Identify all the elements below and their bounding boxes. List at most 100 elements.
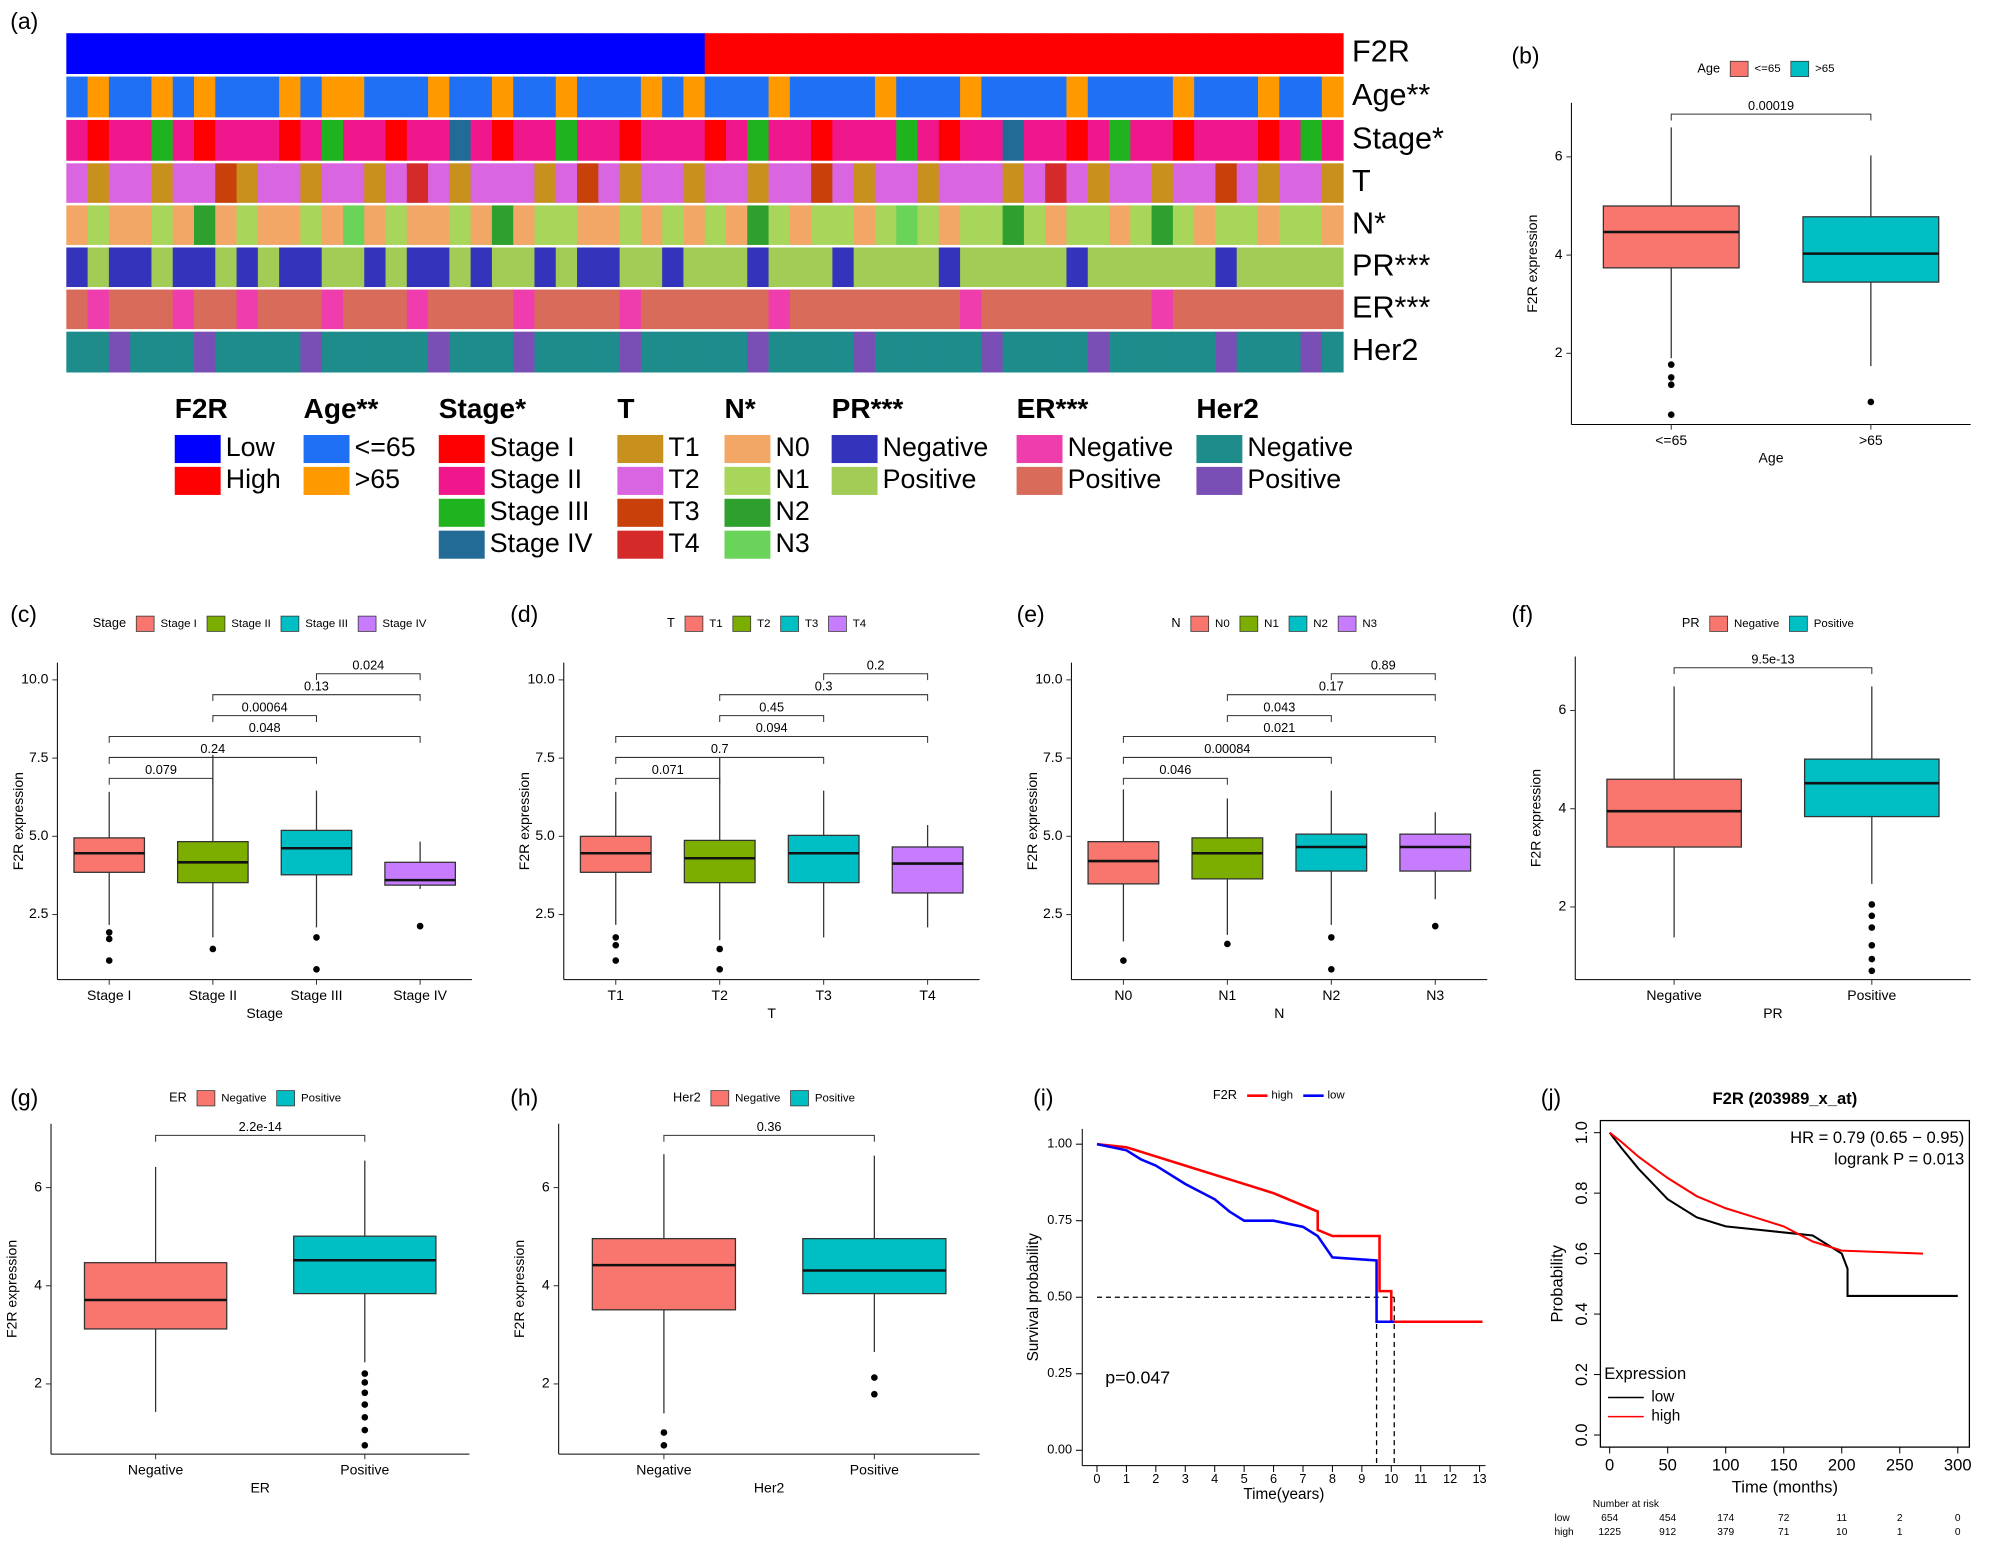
- heatmap-cell: [683, 247, 706, 288]
- heatmap-cell: [1109, 163, 1131, 203]
- legend-swatch: [438, 466, 485, 495]
- heatmap-cell: [917, 205, 940, 245]
- legend-label: Positive: [301, 1092, 341, 1104]
- heatmap-cell: [1321, 76, 1344, 118]
- outlier: [1431, 922, 1439, 930]
- heatmap-cell: [960, 119, 982, 161]
- y-tick-label: 6: [542, 1178, 550, 1194]
- legend-swatch: [135, 615, 155, 632]
- heatmap-cell: [853, 289, 876, 330]
- heatmap-cell: [577, 289, 599, 330]
- y-axis-title: Probability: [1548, 1244, 1567, 1322]
- legend-swatch: [1709, 615, 1729, 632]
- heatmap-cell: [406, 247, 429, 288]
- x-tick-label: Negative: [1646, 987, 1702, 1003]
- legend-title: PR: [1682, 615, 1700, 630]
- heatmap-cell: [1194, 33, 1216, 75]
- legend-title: F2R: [1213, 1087, 1237, 1102]
- heatmap-cell: [725, 205, 748, 245]
- y-tick-label: 4: [542, 1276, 550, 1292]
- outlier: [1667, 411, 1675, 419]
- heatmap-cell: [619, 247, 642, 288]
- heatmap-cell: [555, 33, 578, 75]
- legend-swatch: [1190, 615, 1210, 632]
- y-tick-label: 0.00: [1047, 1442, 1072, 1457]
- heatmap-cell: [534, 76, 557, 118]
- heatmap-cell: [300, 247, 323, 288]
- heatmap-cell: [683, 331, 706, 373]
- p-value: 0.36: [757, 1119, 782, 1134]
- p-value: 0.00064: [242, 699, 288, 714]
- heatmap-cell: [683, 205, 706, 245]
- legend-label: T4: [853, 618, 867, 630]
- outlier: [612, 934, 620, 941]
- heatmap-cell: [960, 205, 982, 245]
- heatmap-cell: [194, 163, 216, 203]
- heatmap-cell: [662, 205, 684, 245]
- heatmap-cell: [385, 163, 408, 203]
- y-tick-label: 5.0: [1043, 827, 1063, 843]
- heatmap-cell: [321, 205, 344, 245]
- risk-value: 72: [1778, 1513, 1790, 1524]
- x-axis-title: N: [1274, 1005, 1284, 1021]
- heatmap-cell: [1257, 247, 1280, 288]
- heatmap-cell: [66, 289, 89, 330]
- legend-label: Negative: [1068, 432, 1174, 462]
- heatmap-cell: [619, 76, 642, 118]
- outlier: [1867, 398, 1875, 406]
- comparison-bracket: [1226, 715, 1332, 722]
- x-tick-label: T1: [608, 987, 625, 1003]
- legend-title: Expression: [1604, 1364, 1686, 1383]
- heatmap-cell: [1172, 331, 1195, 373]
- legend-label: Stage III: [490, 496, 590, 526]
- heatmap-cell: [470, 163, 493, 203]
- heatmap-cell: [1130, 247, 1153, 288]
- y-tick-label: 5.0: [535, 827, 555, 843]
- y-tick-label: 2: [1555, 344, 1563, 360]
- heatmap-cell: [725, 247, 748, 288]
- legend-label: Negative: [883, 432, 989, 462]
- heatmap-cell: [811, 163, 833, 203]
- legend-swatch: [790, 1090, 809, 1107]
- heatmap-cell: [853, 331, 876, 373]
- heatmap-cell: [789, 76, 812, 118]
- heatmap-cell: [66, 163, 89, 203]
- heatmap-cell: [1023, 331, 1046, 373]
- heatmap-cell: [1130, 289, 1153, 330]
- heatmap-cell: [1045, 247, 1067, 288]
- heatmap-cell: [832, 163, 855, 203]
- heatmap-cell: [896, 205, 919, 245]
- heatmap-cell: [385, 119, 408, 161]
- x-tick-label: 1: [1123, 1471, 1130, 1486]
- heatmap-cell: [768, 247, 791, 288]
- p-value: 0.45: [759, 699, 784, 714]
- heatmap-cell: [619, 331, 642, 373]
- outlier: [1667, 381, 1675, 389]
- heatmap-cell: [406, 205, 429, 245]
- heatmap-cell: [725, 289, 748, 330]
- heatmap-cell: [428, 247, 450, 288]
- outlier: [612, 957, 620, 964]
- heatmap-cell: [279, 33, 301, 75]
- heatmap-cell: [1215, 119, 1238, 161]
- y-tick-label: 0.75: [1047, 1212, 1072, 1227]
- heatmap-cell: [406, 331, 429, 373]
- x-axis-title: Time(years): [1243, 1486, 1324, 1503]
- annotation: logrank P = 0.013: [1834, 1149, 1964, 1168]
- legend-label: T4: [668, 528, 699, 558]
- heatmap-cell: [619, 205, 642, 245]
- heatmap-cell: [662, 163, 684, 203]
- heatmap-cell: [1023, 289, 1046, 330]
- box: [384, 861, 456, 886]
- legend-label: Stage I: [160, 618, 196, 630]
- outlier: [1667, 361, 1675, 368]
- heatmap-cell: [1300, 247, 1323, 288]
- heatmap-cell: [1130, 119, 1153, 161]
- heatmap-cell: [215, 289, 238, 330]
- heatmap-cell: [1172, 33, 1195, 75]
- heatmap-cell: [1194, 163, 1216, 203]
- heatmap-cell: [257, 163, 280, 203]
- heatmap-cell: [960, 247, 982, 288]
- heatmap-cell: [1151, 33, 1174, 75]
- heatmap-cell: [1194, 247, 1216, 288]
